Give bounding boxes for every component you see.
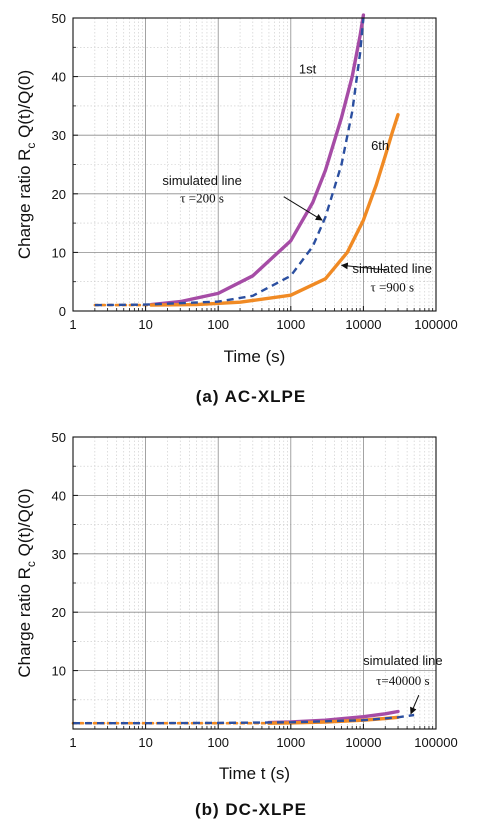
x-tick-label: 1 — [69, 317, 76, 332]
annotation-text: simulated line — [363, 653, 443, 668]
annotation-tau: τ=40000 s — [376, 673, 429, 688]
chart-ac-xlpe: 1 10 100 1000 10000 100000 0 10 20 30 40 50 1st 6th s… — [15, 11, 458, 406]
x-tick-label: 1 — [69, 735, 76, 750]
series-layer — [71, 709, 415, 725]
y-tick-label: 0 — [59, 304, 66, 319]
y-axis-title: Charge ratio Rc Q(t)/Q(0) — [15, 488, 38, 677]
axis-ticks: 1 10 100 1000 10000 100000 10 20 30 40 50 — [52, 430, 458, 750]
series-label: 1st — [299, 62, 317, 77]
x-tick-label: 10000 — [345, 317, 381, 332]
x-tick-label: 1000 — [276, 317, 305, 332]
chart-caption: (b) DC-XLPE — [195, 800, 307, 819]
y-tick-label: 20 — [52, 605, 66, 620]
y-tick-label: 30 — [52, 547, 66, 562]
axis-ticks: 1 10 100 1000 10000 100000 0 10 20 30 40 50 — [52, 11, 458, 332]
annotation-text: simulated line — [162, 173, 242, 188]
y-tick-label: 50 — [52, 430, 66, 445]
y-tick-label: 10 — [52, 664, 66, 679]
annotation-layer: simulated line τ=40000 s — [363, 653, 443, 715]
y-tick-label: 10 — [52, 245, 66, 260]
annotation-arrow — [283, 196, 323, 221]
chart-dc-xlpe: 1 10 100 1000 10000 100000 10 20 30 40 50 simulate… — [15, 430, 458, 819]
annotation-tau: τ =900 s — [370, 280, 414, 295]
minor-grid — [73, 437, 436, 729]
y-tick-label: 30 — [52, 128, 66, 143]
annotation-layer: 1st 6th simulated line τ =200 s simulated li… — [162, 62, 432, 295]
annotation-arrow — [340, 262, 387, 271]
chart-caption: (a) AC-XLPE — [196, 387, 307, 406]
x-tick-label: 10 — [138, 317, 152, 332]
annotation-arrow — [410, 694, 420, 715]
y-tick-label: 50 — [52, 11, 66, 26]
x-axis-title: Time (s) — [224, 347, 286, 366]
series-label: 6th — [371, 138, 389, 153]
x-tick-label: 10 — [138, 735, 152, 750]
x-tick-label: 100 — [207, 735, 229, 750]
y-tick-label: 40 — [52, 70, 66, 85]
series-line — [73, 713, 415, 725]
x-tick-label: 100000 — [414, 735, 457, 750]
x-tick-label: 10000 — [345, 735, 381, 750]
x-tick-label: 100 — [207, 317, 229, 332]
y-tick-label: 20 — [52, 187, 66, 202]
annotation-text: simulated line — [353, 261, 433, 276]
series-line — [149, 113, 400, 307]
major-grid — [72, 18, 437, 311]
annotation-tau: τ =200 s — [180, 191, 224, 206]
y-axis-title: Charge ratio Rc Q(t)/Q(0) — [15, 70, 38, 259]
x-tick-label: 100000 — [414, 317, 457, 332]
minor-grid — [73, 18, 436, 311]
series-line — [94, 17, 365, 307]
x-axis-title: Time t (s) — [219, 764, 290, 783]
series-line — [149, 13, 366, 307]
series-layer — [93, 13, 400, 307]
x-tick-label: 1000 — [276, 735, 305, 750]
y-tick-label: 40 — [52, 488, 66, 503]
